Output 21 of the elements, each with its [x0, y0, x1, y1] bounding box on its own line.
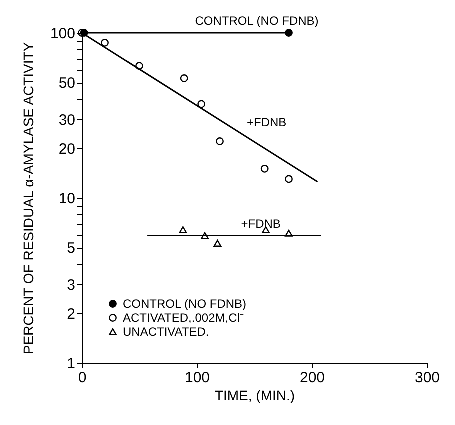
legend-label: ACTIVATED,.002M,Cl⁻	[123, 311, 244, 325]
y-tick-label: 50	[58, 75, 76, 92]
x-tick-label: 300	[414, 370, 440, 386]
annotation: +FDNB	[241, 216, 281, 231]
y-tick-label: 100	[50, 26, 76, 42]
x-tick-label: 100	[184, 370, 210, 386]
y-tick-label: 1	[67, 356, 76, 372]
legend-label: UNACTIVATED.	[123, 325, 210, 339]
x-tick-label: 0	[78, 370, 87, 386]
y-axis-title: PERCENT OF RESIDUAL α-AMYLASE ACTIVITY	[20, 42, 36, 355]
y-tick-label: 20	[58, 140, 76, 158]
legend-label: CONTROL (NO FDNB)	[123, 297, 247, 311]
y-tick-label: 30	[58, 112, 76, 129]
annotation: CONTROL (NO FDNB)	[195, 14, 319, 28]
y-tick-label: 5	[67, 240, 76, 258]
y-tick-label: 2	[67, 306, 76, 323]
y-tick-label: 3	[67, 276, 76, 294]
y-tick-label: 10	[58, 190, 76, 208]
x-axis-title: TIME, (MIN.)	[214, 388, 296, 404]
x-tick-label: 200	[300, 370, 326, 386]
annotation: +FDNB	[247, 116, 287, 130]
